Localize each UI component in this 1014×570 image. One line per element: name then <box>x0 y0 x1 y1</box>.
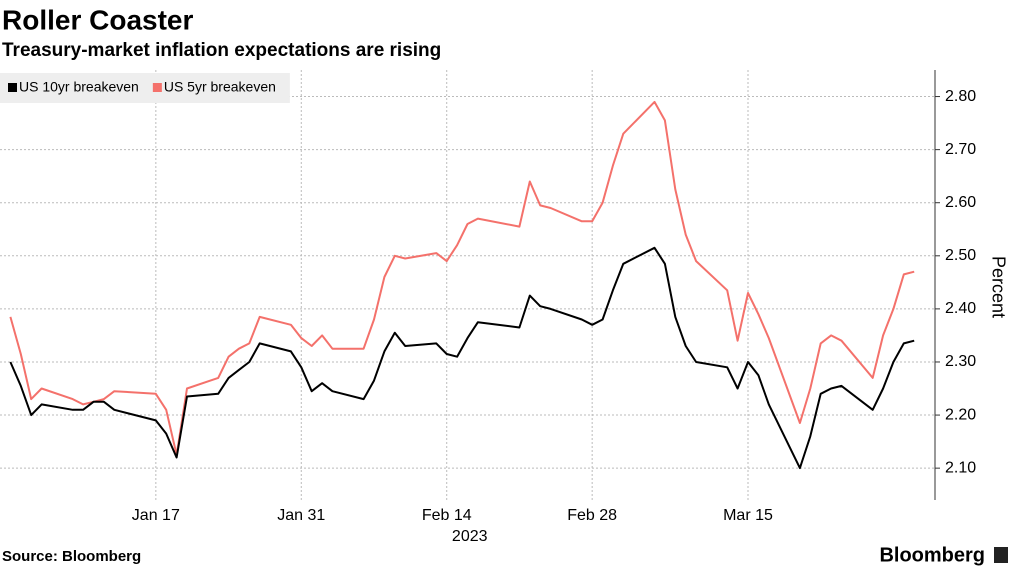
legend-label: US 10yr breakeven <box>19 79 139 95</box>
y-tick-label: 2.50 <box>945 247 976 264</box>
y-tick-label: 2.80 <box>945 88 976 105</box>
line <box>9 100 915 456</box>
y-tick-label: 2.30 <box>945 353 976 370</box>
chart-title: Roller Coaster <box>2 4 193 35</box>
source: Source: Bloomberg <box>2 548 141 565</box>
x-tick-label: Mar 15 <box>723 507 773 524</box>
y-tick-label: 2.60 <box>945 194 976 211</box>
y-axis-label: Percent <box>988 256 1008 318</box>
brand-icon <box>994 547 1008 563</box>
x-tick-label: Feb 28 <box>567 507 617 524</box>
line <box>9 246 915 470</box>
brand: Bloomberg <box>879 544 985 566</box>
y-tick-label: 2.20 <box>945 406 976 423</box>
legend-swatch <box>152 83 162 92</box>
legend: US 10yr breakeven US 5yr breakeven <box>0 73 290 103</box>
legend-swatch <box>8 83 17 92</box>
y-tick-label: 2.70 <box>945 141 976 158</box>
chart-subtitle: Treasury-market inflation expectations a… <box>2 40 441 61</box>
legend-background <box>0 73 290 103</box>
x-tick-label: Jan 17 <box>132 507 180 524</box>
x-tick-label: Feb 14 <box>422 507 472 524</box>
x-year-label: 2023 <box>452 528 488 545</box>
y-tick-label: 2.40 <box>945 300 976 317</box>
legend-label: US 5yr breakeven <box>164 79 276 95</box>
x-tick-label: Jan 31 <box>277 507 325 524</box>
y-tick-label: 2.10 <box>945 459 976 476</box>
